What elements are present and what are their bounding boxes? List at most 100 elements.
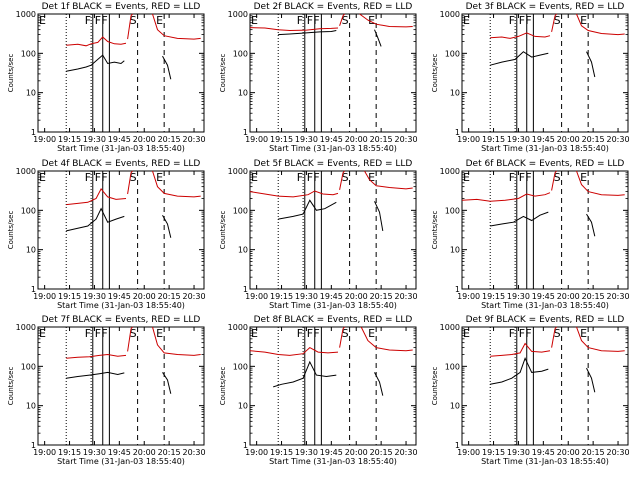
plot-frame — [461, 326, 629, 446]
panel-title: Det 8f BLACK = Events, RED = LLD — [254, 315, 413, 325]
detector-panel-8: Det 8f BLACK = Events, RED = LLD 1 10 100 10… — [219, 315, 418, 466]
marker-label: F — [307, 327, 313, 340]
y-tick-label: 1000 — [440, 10, 460, 19]
y-tick-label: 1 — [455, 441, 460, 450]
x-tick-label: 19:30 — [83, 448, 106, 457]
marker-label: E — [368, 14, 375, 27]
y-axis-label: Counts/sec — [431, 54, 439, 93]
y-axis-label: Counts/sec — [431, 367, 439, 406]
marker-label: F — [297, 171, 303, 184]
x-tick-label: 19:30 — [507, 448, 530, 457]
y-tick-label: 100 — [445, 206, 460, 215]
y-tick-label: 100 — [445, 49, 460, 58]
x-tick-label: 19:45 — [320, 292, 343, 301]
marker-label: E — [39, 327, 46, 340]
x-tick-label: 19:30 — [295, 135, 318, 144]
series-red-line — [339, 326, 345, 348]
series-black-line — [490, 211, 549, 227]
y-tick-label: 10 — [26, 89, 36, 98]
marker-label: F — [525, 14, 531, 27]
marker-label: S — [342, 327, 349, 340]
marker-label: E — [251, 327, 258, 340]
series-black-line — [66, 207, 125, 232]
x-tick-label: 20:15 — [158, 292, 181, 301]
detector-panel-5: Det 5f BLACK = Events, RED = LLD 1 10 100 10… — [219, 159, 418, 310]
marker-label: F — [519, 327, 525, 340]
x-axis-label: Start Time (31-Jan-03 18:55:40) — [57, 301, 185, 310]
series-red-line — [461, 192, 551, 202]
x-tick-label: 20:30 — [607, 448, 630, 457]
x-tick-label: 19:00 — [245, 292, 268, 301]
series-red-line — [364, 170, 413, 190]
series-red-line — [152, 13, 201, 40]
detector-panel-2: Det 2f BLACK = Events, RED = LLD 1 10 100 10… — [219, 2, 418, 153]
x-axis-label: Start Time (31-Jan-03 18:55:40) — [269, 301, 397, 310]
y-tick-label: 1000 — [440, 167, 460, 176]
x-tick-label: 19:00 — [457, 292, 480, 301]
y-tick-label: 1000 — [228, 10, 248, 19]
y-tick-label: 10 — [450, 89, 460, 98]
marker-label: F — [101, 14, 107, 27]
marker-label: S — [554, 171, 561, 184]
panel-title: Det 5f BLACK = Events, RED = LLD — [254, 159, 413, 169]
y-axis-label: Counts/sec — [7, 211, 15, 250]
series-red-line — [551, 13, 557, 33]
marker-label: S — [554, 14, 561, 27]
marker-label: E — [251, 14, 258, 27]
series-black-line — [586, 51, 596, 78]
panel-title: Det 2f BLACK = Events, RED = LLD — [254, 2, 413, 12]
plot-frame — [37, 326, 205, 446]
marker-label: F — [101, 171, 107, 184]
series-red-line — [360, 326, 413, 352]
series-red-line — [249, 346, 339, 356]
x-axis-label: Start Time (31-Jan-03 18:55:40) — [269, 457, 397, 466]
panel-title: Det 4f BLACK = Events, RED = LLD — [42, 159, 201, 169]
marker-label: S — [130, 171, 137, 184]
x-tick-label: 19:00 — [457, 135, 480, 144]
marker-label: F — [307, 14, 313, 27]
y-tick-label: 100 — [21, 49, 36, 58]
series-red-line — [490, 32, 551, 39]
y-axis-label: Counts/sec — [219, 54, 227, 93]
panel-title: Det 6f BLACK = Events, RED = LLD — [466, 159, 625, 169]
y-tick-label: 1000 — [16, 323, 36, 332]
y-tick-label: 10 — [238, 402, 248, 411]
series-black-line — [586, 367, 596, 393]
x-tick-label: 20:15 — [582, 448, 605, 457]
y-tick-label: 10 — [238, 246, 248, 255]
x-tick-label: 19:45 — [320, 448, 343, 457]
x-tick-label: 19:45 — [532, 135, 555, 144]
x-tick-label: 19:00 — [33, 135, 56, 144]
x-tick-label: 20:00 — [133, 292, 156, 301]
x-tick-label: 20:30 — [183, 292, 206, 301]
x-tick-label: 19:30 — [83, 292, 106, 301]
marker-label: F — [95, 171, 101, 184]
x-axis-label: Start Time (31-Jan-03 18:55:40) — [481, 301, 609, 310]
series-black-line — [273, 360, 337, 388]
marker-label: F — [509, 14, 515, 27]
series-red-line — [551, 170, 557, 191]
marker-label: F — [525, 327, 531, 340]
x-tick-label: 20:15 — [582, 135, 605, 144]
y-axis-label: Counts/sec — [431, 211, 439, 250]
marker-label: F — [95, 14, 101, 27]
y-tick-label: 1000 — [228, 323, 248, 332]
y-tick-label: 10 — [450, 246, 460, 255]
x-tick-label: 19:30 — [295, 292, 318, 301]
marker-label: F — [313, 14, 319, 27]
series-black-line — [490, 356, 549, 385]
x-tick-label: 19:15 — [270, 135, 293, 144]
x-axis-label: Start Time (31-Jan-03 18:55:40) — [57, 457, 185, 466]
series-red-line — [339, 170, 345, 190]
marker-label: F — [95, 327, 101, 340]
x-tick-label: 20:00 — [133, 448, 156, 457]
marker-label: F — [85, 171, 91, 184]
marker-label: E — [580, 14, 587, 27]
y-tick-label: 1 — [243, 441, 248, 450]
y-tick-label: 100 — [233, 49, 248, 58]
panel-title: Det 3f BLACK = Events, RED = LLD — [466, 2, 625, 12]
series-black-line — [278, 199, 337, 220]
series-black-line — [162, 55, 172, 80]
y-tick-label: 10 — [26, 246, 36, 255]
x-tick-label: 20:30 — [395, 292, 418, 301]
